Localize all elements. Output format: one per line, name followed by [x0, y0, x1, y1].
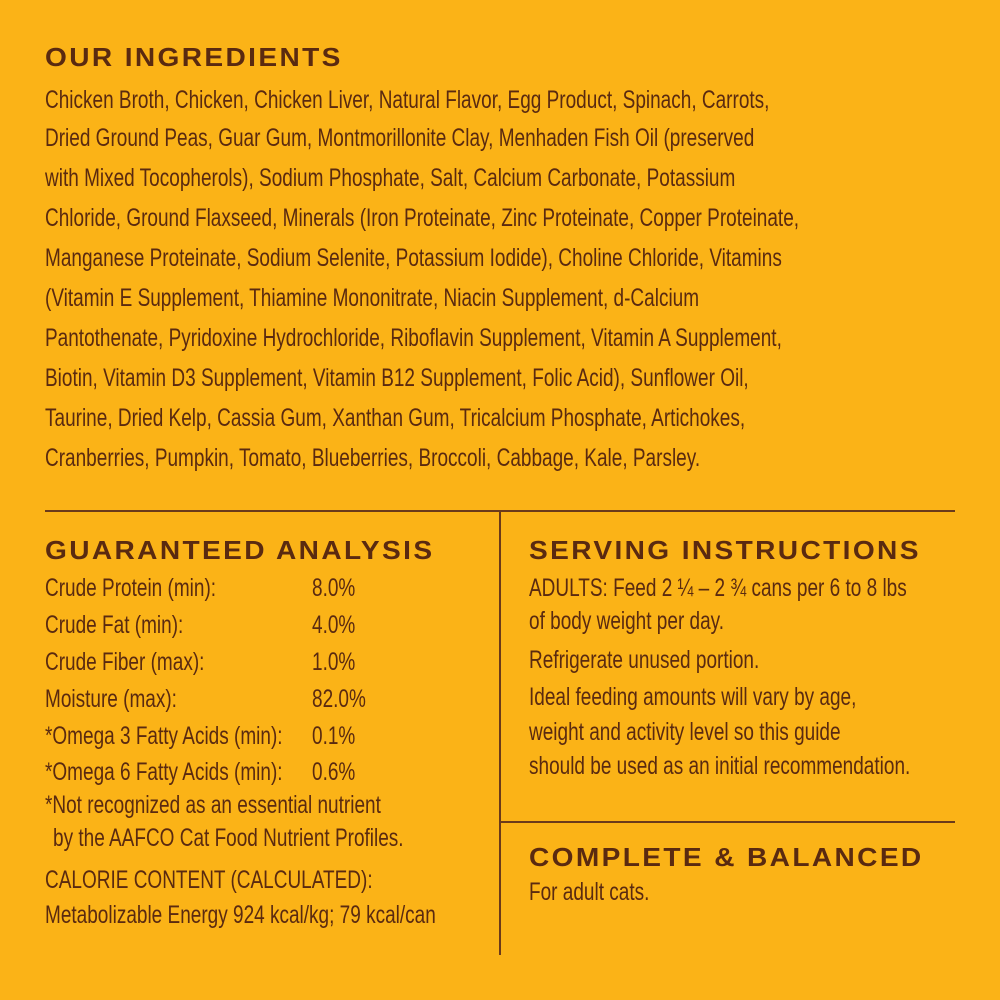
- analysis-footnote: *Not recognized as an essential nutrient: [45, 791, 381, 819]
- analysis-label: Moisture (max):: [45, 685, 177, 713]
- analysis-value: 8.0%: [312, 574, 356, 602]
- ingredients-line: Taurine, Dried Kelp, Cassia Gum, Xanthan…: [45, 404, 746, 432]
- serving-line: of body weight per day.: [529, 607, 725, 635]
- serving-line: ADULTS: Feed 2 ¼ – 2 ¾ cans per 6 to 8 l…: [529, 574, 907, 602]
- ingredients-line: Dried Ground Peas, Guar Gum, Montmorillo…: [45, 124, 755, 152]
- ingredients-line: Manganese Proteinate, Sodium Selenite, P…: [45, 244, 782, 272]
- ingredients-line: Chloride, Ground Flaxseed, Minerals (Iro…: [45, 204, 800, 232]
- complete-heading: COMPLETE & BALANCED: [529, 842, 924, 872]
- serving-line: should be used as an initial recommendat…: [529, 752, 911, 780]
- serving-line: weight and activity level so this guide: [529, 718, 841, 746]
- calorie-content-value: Metabolizable Energy 924 kcal/kg; 79 kca…: [45, 901, 436, 929]
- serving-line: Ideal feeding amounts will vary by age,: [529, 683, 857, 711]
- analysis-value: 0.6%: [312, 758, 356, 786]
- analysis-label: *Omega 6 Fatty Acids (min):: [45, 758, 283, 786]
- divider-horizontal: [500, 821, 955, 823]
- analysis-label: Crude Fiber (max):: [45, 648, 205, 676]
- ingredients-line: Biotin, Vitamin D3 Supplement, Vitamin B…: [45, 364, 749, 392]
- analysis-footnote: by the AAFCO Cat Food Nutrient Profiles.: [53, 824, 404, 852]
- analysis-label: Crude Protein (min):: [45, 574, 217, 602]
- serving-heading: SERVING INSTRUCTIONS: [529, 535, 921, 565]
- ingredients-line: Cranberries, Pumpkin, Tomato, Blueberrie…: [45, 444, 701, 472]
- ingredients-line: Pantothenate, Pyridoxine Hydrochloride, …: [45, 324, 782, 352]
- calorie-content-label: CALORIE CONTENT (CALCULATED):: [45, 866, 373, 894]
- ingredients-heading: OUR INGREDIENTS: [45, 42, 343, 72]
- ingredients-line: Chicken Broth, Chicken, Chicken Liver, N…: [45, 86, 770, 114]
- ingredients-line: with Mixed Tocopherols), Sodium Phosphat…: [45, 164, 736, 192]
- analysis-label: *Omega 3 Fatty Acids (min):: [45, 722, 283, 750]
- analysis-heading: GUARANTEED ANALYSIS: [45, 535, 435, 565]
- serving-line: Refrigerate unused portion.: [529, 646, 760, 674]
- divider-vertical: [499, 511, 501, 955]
- analysis-value: 1.0%: [312, 648, 356, 676]
- analysis-value: 0.1%: [312, 722, 356, 750]
- analysis-label: Crude Fat (min):: [45, 611, 184, 639]
- complete-text: For adult cats.: [529, 878, 650, 906]
- analysis-value: 4.0%: [312, 611, 356, 639]
- ingredients-line: (Vitamin E Supplement, Thiamine Mononitr…: [45, 284, 700, 312]
- analysis-value: 82.0%: [312, 685, 366, 713]
